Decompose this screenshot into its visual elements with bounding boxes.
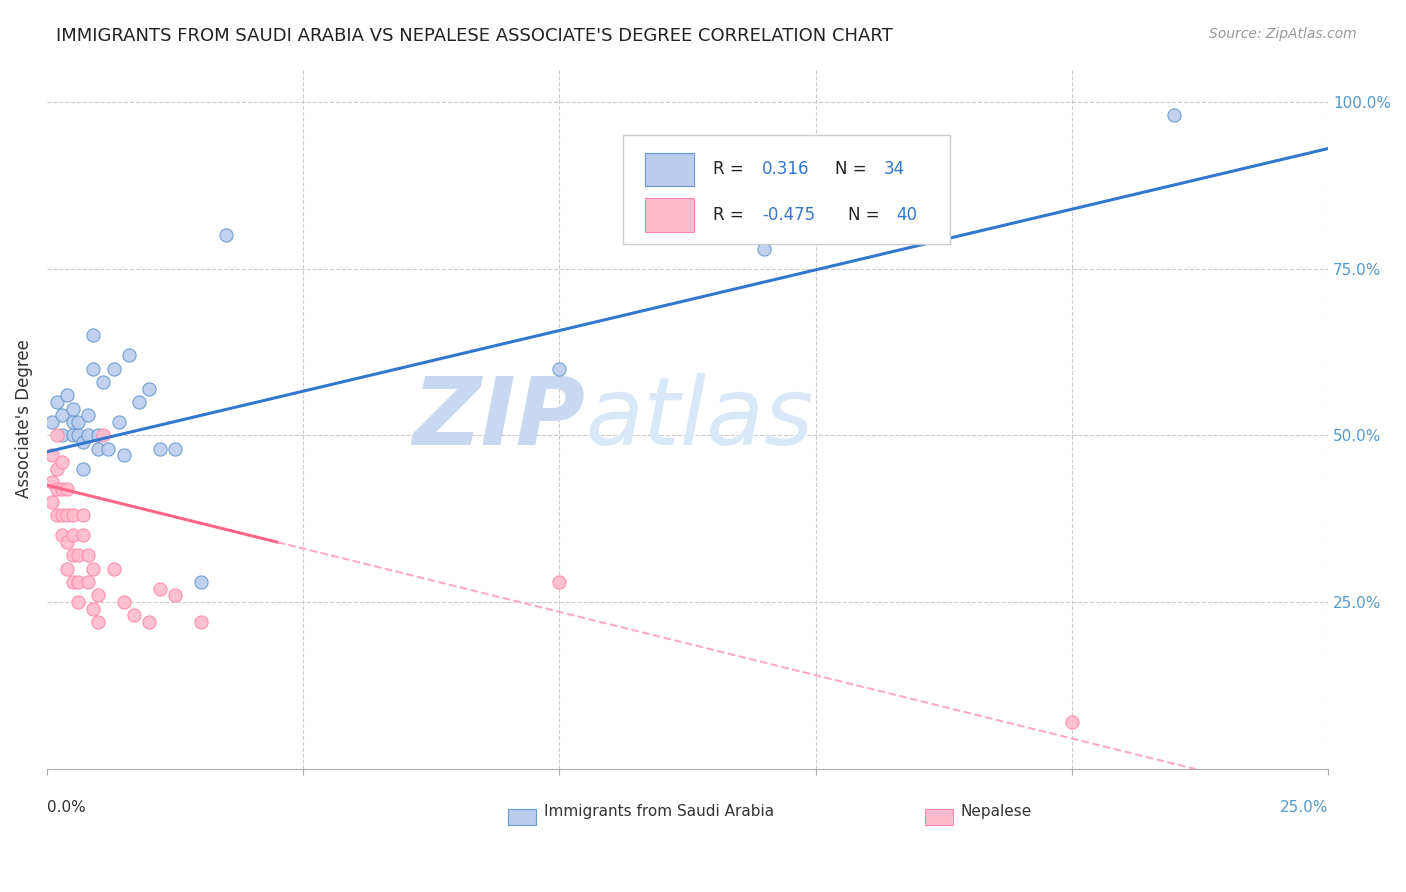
Point [66,574,89,589]
Point [41,495,63,509]
Point [62,401,84,416]
Point [149,442,172,456]
Point [56,561,79,575]
Point [72,461,94,475]
Point [87,615,110,629]
Point [1163,108,1185,122]
Point [46,461,69,475]
Point [112,448,135,462]
Point [46,428,69,442]
Point [66,595,89,609]
Text: 34: 34 [883,161,904,178]
Point [128,395,150,409]
Text: Source: ZipAtlas.com: Source: ZipAtlas.com [1209,27,1357,41]
Y-axis label: Associate's Degree: Associate's Degree [15,339,32,498]
Point [112,595,135,609]
Point [51,528,73,542]
Point [107,415,129,429]
Text: IMMIGRANTS FROM SAUDI ARABIA VS NEPALESE ASSOCIATE'S DEGREE CORRELATION CHART: IMMIGRANTS FROM SAUDI ARABIA VS NEPALESE… [56,27,893,45]
Point [72,434,94,449]
FancyBboxPatch shape [925,809,953,824]
Point [62,574,84,589]
FancyBboxPatch shape [645,153,695,186]
Point [77,428,100,442]
Point [46,508,69,523]
Point [62,428,84,442]
Point [66,428,89,442]
Point [1060,714,1083,729]
FancyBboxPatch shape [645,198,695,232]
Text: 25.0%: 25.0% [1279,800,1329,815]
Text: Nepalese: Nepalese [960,805,1032,820]
Point [77,408,100,422]
Text: R =: R = [713,161,749,178]
Point [138,382,160,396]
Point [82,328,104,343]
Point [72,508,94,523]
Point [548,361,571,376]
Point [56,388,79,402]
Point [118,348,141,362]
Point [56,482,79,496]
Text: 40: 40 [897,206,917,224]
Point [66,548,89,562]
Point [51,408,73,422]
Point [87,442,110,456]
Point [82,601,104,615]
Text: -0.475: -0.475 [762,206,815,224]
Point [163,588,186,602]
Point [97,442,120,456]
Point [41,415,63,429]
Point [103,561,125,575]
Point [56,508,79,523]
Point [62,548,84,562]
Text: R =: R = [713,206,749,224]
FancyBboxPatch shape [623,135,950,244]
Point [77,574,100,589]
Point [62,415,84,429]
Point [91,375,114,389]
Point [77,548,100,562]
Point [163,442,186,456]
Point [51,508,73,523]
Point [41,475,63,489]
Text: N =: N = [835,161,872,178]
Point [103,361,125,376]
Point [907,215,929,229]
Point [190,615,212,629]
Point [66,415,89,429]
Point [51,482,73,496]
Text: ZIP: ZIP [412,373,585,465]
Text: 0.316: 0.316 [762,161,810,178]
Point [51,428,73,442]
Point [138,615,160,629]
Point [51,455,73,469]
Point [46,482,69,496]
Point [82,361,104,376]
Point [87,428,110,442]
Point [91,428,114,442]
Text: 0.0%: 0.0% [46,800,86,815]
Point [548,574,571,589]
Point [56,534,79,549]
Point [122,608,145,623]
Point [46,395,69,409]
Point [82,561,104,575]
Text: Immigrants from Saudi Arabia: Immigrants from Saudi Arabia [544,805,775,820]
Point [62,508,84,523]
FancyBboxPatch shape [508,809,536,824]
Point [215,228,238,243]
Text: atlas: atlas [585,373,813,464]
Text: N =: N = [848,206,884,224]
Point [72,528,94,542]
Point [149,582,172,596]
Point [41,448,63,462]
Point [62,528,84,542]
Point [754,242,776,256]
Point [190,574,212,589]
Point [87,588,110,602]
